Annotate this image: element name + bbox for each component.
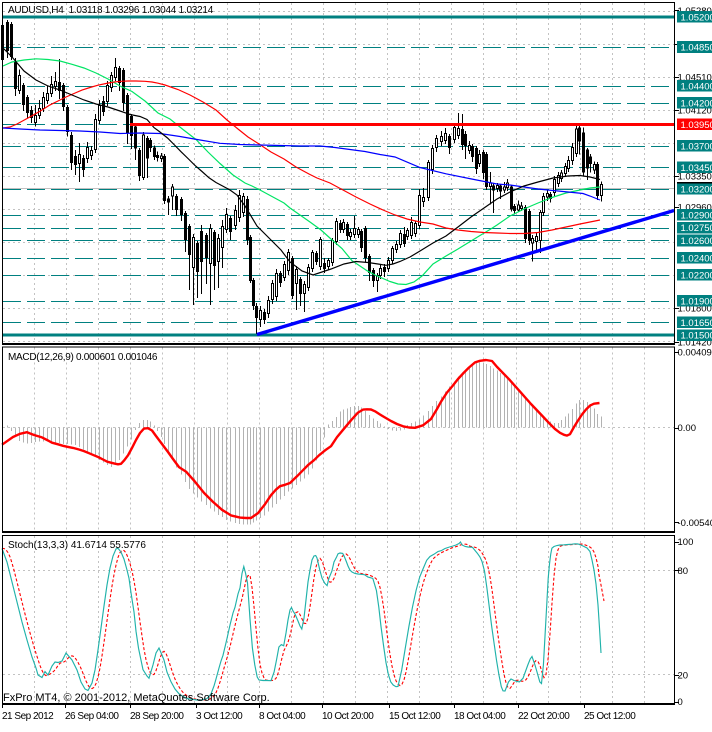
svg-text:80: 80 <box>678 566 689 577</box>
svg-text:0.00: 0.00 <box>678 423 697 434</box>
svg-text:1.03950: 1.03950 <box>681 120 712 131</box>
svg-text:21 Sep 2012: 21 Sep 2012 <box>2 711 54 722</box>
svg-text:8 Oct 04:00: 8 Oct 04:00 <box>259 711 306 722</box>
svg-text:3 Oct 12:00: 3 Oct 12:00 <box>196 711 243 722</box>
svg-text:AUDUSD,H4 1.03118 1.03296 1.0: AUDUSD,H4 1.03118 1.03296 1.03044 1.0321… <box>8 5 214 16</box>
svg-text:1.03200: 1.03200 <box>681 185 712 196</box>
svg-text:1.04200: 1.04200 <box>681 99 712 110</box>
svg-text:1.01900: 1.01900 <box>681 296 712 307</box>
svg-text:1.03450: 1.03450 <box>681 163 712 174</box>
svg-text:1.02200: 1.02200 <box>681 271 712 282</box>
svg-text:22 Oct 20:00: 22 Oct 20:00 <box>518 711 570 722</box>
svg-text:15 Oct 12:00: 15 Oct 12:00 <box>389 711 441 722</box>
svg-text:0.00409: 0.00409 <box>678 348 712 359</box>
svg-text:MACD(12,26,9) 0.000601 0.00104: MACD(12,26,9) 0.000601 0.001046 <box>8 352 158 363</box>
svg-text:1.04400: 1.04400 <box>681 81 712 92</box>
svg-text:1.02750: 1.02750 <box>681 223 712 234</box>
svg-text:1.04850: 1.04850 <box>681 43 712 54</box>
svg-text:1.02900: 1.02900 <box>681 210 712 221</box>
svg-text:1.02600: 1.02600 <box>681 236 712 247</box>
svg-text:FxPro MT4, © 2001-2012, MetaQu: FxPro MT4, © 2001-2012, MetaQuotes Softw… <box>3 692 270 704</box>
svg-text:0: 0 <box>678 697 683 708</box>
svg-text:1.02400: 1.02400 <box>681 253 712 264</box>
svg-text:1.03700: 1.03700 <box>681 142 712 153</box>
svg-text:26 Sep 04:00: 26 Sep 04:00 <box>65 711 119 722</box>
svg-text:25 Oct 12:00: 25 Oct 12:00 <box>584 711 636 722</box>
svg-text:Stoch(13,3,3) 41.6714 55.5776: Stoch(13,3,3) 41.6714 55.5776 <box>8 540 146 551</box>
svg-text:1.01650: 1.01650 <box>681 318 712 329</box>
svg-text:100: 100 <box>678 537 694 548</box>
svg-text:1.01500: 1.01500 <box>681 331 712 342</box>
svg-text:20: 20 <box>678 671 689 682</box>
svg-text:28 Sep 20:00: 28 Sep 20:00 <box>130 711 184 722</box>
svg-text:18 Oct 04:00: 18 Oct 04:00 <box>454 711 506 722</box>
svg-text:-0.00540: -0.00540 <box>678 518 712 529</box>
svg-text:10 Oct 20:00: 10 Oct 20:00 <box>322 711 374 722</box>
svg-text:1.05200: 1.05200 <box>681 13 712 24</box>
